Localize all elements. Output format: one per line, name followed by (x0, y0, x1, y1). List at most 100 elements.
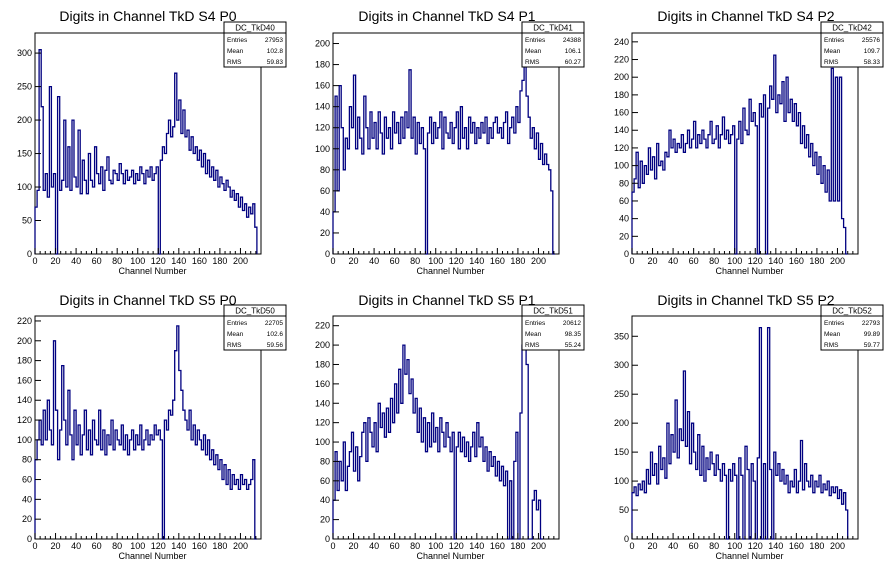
y-tick-label: 50 (22, 216, 32, 226)
x-tick-label: 200 (531, 541, 546, 551)
y-tick-label: 0 (325, 534, 330, 544)
stats-value: 60.27 (565, 59, 582, 66)
histogram-line (332, 32, 555, 255)
stats-box-frame (820, 304, 884, 351)
stats-box: DC_TkD50 Entries 22705 Mean 102.6 RMS 59.56 (223, 304, 287, 351)
y-tick-label: 40 (22, 494, 32, 504)
x-tick-label: 140 (469, 256, 484, 266)
stats-value: 58.33 (864, 59, 881, 66)
x-tick-label: 0 (32, 541, 37, 551)
x-tick-label: 60 (689, 256, 699, 266)
y-tick-label: 120 (17, 415, 32, 425)
y-tick-label: 0 (27, 534, 32, 544)
y-tick-label: 120 (315, 123, 330, 133)
x-axis-label: Channel Number (416, 266, 484, 276)
y-tick-label: 60 (22, 475, 32, 485)
x-axis-label: Channel Number (416, 551, 484, 561)
y-tick-label: 200 (614, 418, 629, 428)
x-tick-label: 40 (71, 256, 81, 266)
stats-label: RMS (227, 59, 242, 66)
stats-value: 55.24 (565, 342, 582, 349)
y-tick-label: 140 (315, 102, 330, 112)
y-tick-label: 240 (614, 37, 629, 47)
x-tick-label: 140 (171, 541, 186, 551)
stats-value: 20612 (563, 320, 581, 327)
x-tick-label: 100 (130, 541, 145, 551)
x-axis-label: Channel Number (715, 266, 783, 276)
x-tick-label: 60 (92, 541, 102, 551)
x-axis-label: Channel Number (715, 551, 783, 561)
y-tick-label: 100 (17, 182, 32, 192)
y-tick-label: 200 (17, 336, 32, 346)
x-tick-label: 60 (92, 256, 102, 266)
histogram-line (631, 54, 848, 255)
stats-value: 99.89 (864, 331, 881, 338)
y-tick-label: 80 (320, 165, 330, 175)
x-tick-label: 140 (768, 256, 783, 266)
stats-label: RMS (227, 342, 242, 349)
y-tick-label: 180 (315, 359, 330, 369)
stats-box: DC_TkD42 Entries 25576 Mean 109.7 RMS 58.33 (820, 21, 884, 68)
y-tick-label: 40 (320, 207, 330, 217)
x-tick-label: 80 (410, 256, 420, 266)
stats-box: DC_TkD51 Entries 20612 Mean 98.35 RMS 55.24 (521, 304, 585, 351)
x-tick-label: 160 (192, 541, 207, 551)
x-tick-label: 20 (648, 256, 658, 266)
stats-box-frame (820, 21, 884, 68)
stats-name: DC_TkD41 (533, 24, 573, 33)
y-tick-label: 60 (320, 476, 330, 486)
y-tick-label: 100 (315, 437, 330, 447)
stats-value: 106.1 (565, 48, 582, 55)
x-axis-label: Channel Number (118, 551, 186, 561)
y-tick-label: 20 (619, 231, 629, 241)
stats-name: DC_TkD52 (832, 307, 872, 316)
x-tick-label: 0 (629, 541, 634, 551)
stats-label: Mean (525, 48, 542, 55)
stats-box: DC_TkD40 Entries 27953 Mean 102.8 RMS 59.83 (223, 21, 287, 68)
y-tick-label: 200 (315, 39, 330, 49)
histogram-line (332, 315, 543, 540)
chart-title: Digits in Channel TkD S5 P1 (358, 292, 535, 308)
histogram-line (34, 49, 258, 255)
x-tick-label: 100 (428, 256, 443, 266)
stats-value: 24388 (563, 37, 581, 44)
x-tick-label: 180 (809, 541, 824, 551)
y-tick-label: 0 (624, 534, 629, 544)
x-tick-label: 140 (768, 541, 783, 551)
y-tick-label: 60 (320, 186, 330, 196)
y-tick-label: 100 (17, 435, 32, 445)
stats-box: DC_TkD52 Entries 22793 Mean 99.89 RMS 59.77 (820, 304, 884, 351)
stats-label: Mean (227, 48, 244, 55)
stats-value: 27953 (265, 37, 283, 44)
x-tick-label: 100 (727, 256, 742, 266)
x-tick-label: 80 (709, 256, 719, 266)
y-tick-label: 120 (315, 418, 330, 428)
x-tick-label: 120 (151, 541, 166, 551)
y-tick-label: 300 (614, 360, 629, 370)
stats-box-frame (223, 21, 287, 68)
y-tick-label: 160 (17, 375, 32, 385)
y-tick-label: 200 (315, 340, 330, 350)
y-tick-label: 0 (27, 249, 32, 259)
x-tick-label: 20 (51, 256, 61, 266)
histogram-line (631, 326, 849, 540)
stats-label: Mean (824, 48, 841, 55)
stats-name: DC_TkD51 (533, 307, 573, 316)
y-tick-label: 80 (619, 178, 629, 188)
y-tick-label: 100 (315, 144, 330, 154)
x-tick-label: 20 (349, 256, 359, 266)
x-tick-label: 200 (531, 256, 546, 266)
stats-name: DC_TkD50 (235, 307, 275, 316)
stats-box-frame (223, 304, 287, 351)
stats-label: Mean (525, 331, 542, 338)
stats-label: Mean (227, 331, 244, 338)
x-tick-label: 20 (51, 541, 61, 551)
y-tick-label: 80 (320, 456, 330, 466)
x-tick-label: 0 (32, 256, 37, 266)
y-tick-label: 40 (619, 214, 629, 224)
x-tick-label: 60 (390, 256, 400, 266)
y-tick-label: 100 (614, 476, 629, 486)
y-tick-label: 220 (17, 316, 32, 326)
y-tick-label: 150 (614, 447, 629, 457)
